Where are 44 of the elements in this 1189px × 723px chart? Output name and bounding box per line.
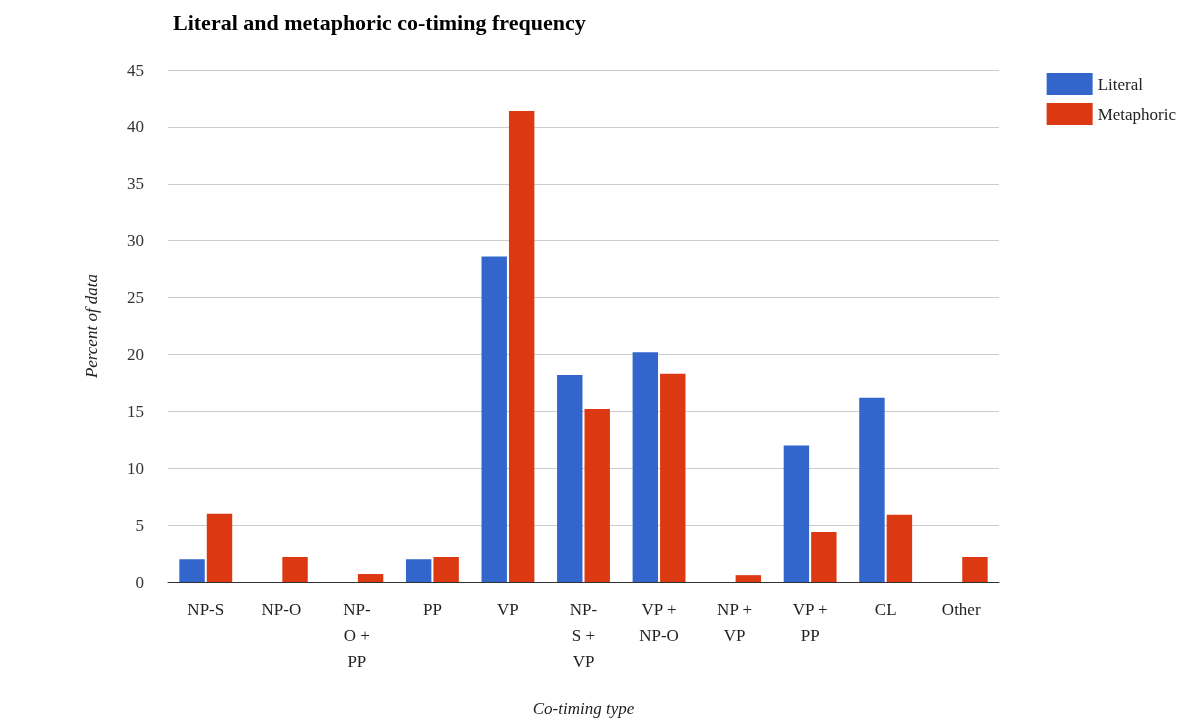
bar — [357, 574, 384, 582]
x-tick-label: NP-O — [261, 599, 302, 619]
bar — [859, 397, 885, 582]
x-tick-label: CL — [874, 599, 897, 619]
y-tick-label: 25 — [127, 288, 144, 308]
y-tick-label: 45 — [127, 60, 144, 80]
bar — [508, 110, 535, 582]
legend-label: Literal — [1097, 74, 1144, 94]
bar — [206, 513, 233, 582]
y-tick-label: 35 — [127, 174, 144, 194]
y-tick-label: 0 — [135, 572, 144, 592]
bar — [886, 514, 913, 582]
bar — [962, 556, 988, 582]
bar — [660, 373, 686, 582]
bar — [282, 556, 308, 582]
y-tick-label: 15 — [127, 401, 144, 421]
y-tick-label: 30 — [127, 231, 144, 251]
bar — [811, 531, 837, 582]
bar — [557, 374, 583, 582]
y-tick-label: 10 — [127, 458, 144, 478]
bar — [584, 409, 610, 582]
x-tick-label: NP + VP — [717, 599, 753, 645]
y-tick-label: 40 — [127, 117, 144, 137]
x-tick-label: VP + NP-O — [639, 599, 679, 645]
x-axis-title: Co-timing type — [532, 699, 635, 718]
bar — [433, 556, 459, 582]
x-tick-label: NP-S — [187, 599, 225, 619]
bar — [481, 256, 507, 582]
x-tick-label: NP-S + VP — [569, 599, 598, 671]
x-tick-label: NP-O + PP — [343, 599, 371, 671]
y-axis-title: Percent of data — [82, 273, 101, 380]
chart-title: Literal and metaphoric co-timing frequency — [173, 9, 586, 35]
x-tick-label: VP + PP — [792, 599, 828, 645]
bar — [179, 559, 205, 582]
x-tick-label: VP — [497, 599, 519, 619]
x-tick-label: Other — [941, 599, 981, 619]
y-tick-label: 20 — [127, 344, 144, 364]
bar — [632, 352, 659, 582]
y-tick-label: 5 — [135, 515, 144, 535]
legend-label: Metaphoric — [1097, 104, 1177, 124]
x-tick-label: PP — [422, 599, 442, 619]
bar — [405, 559, 432, 582]
bar — [735, 575, 762, 582]
bar — [783, 445, 810, 582]
